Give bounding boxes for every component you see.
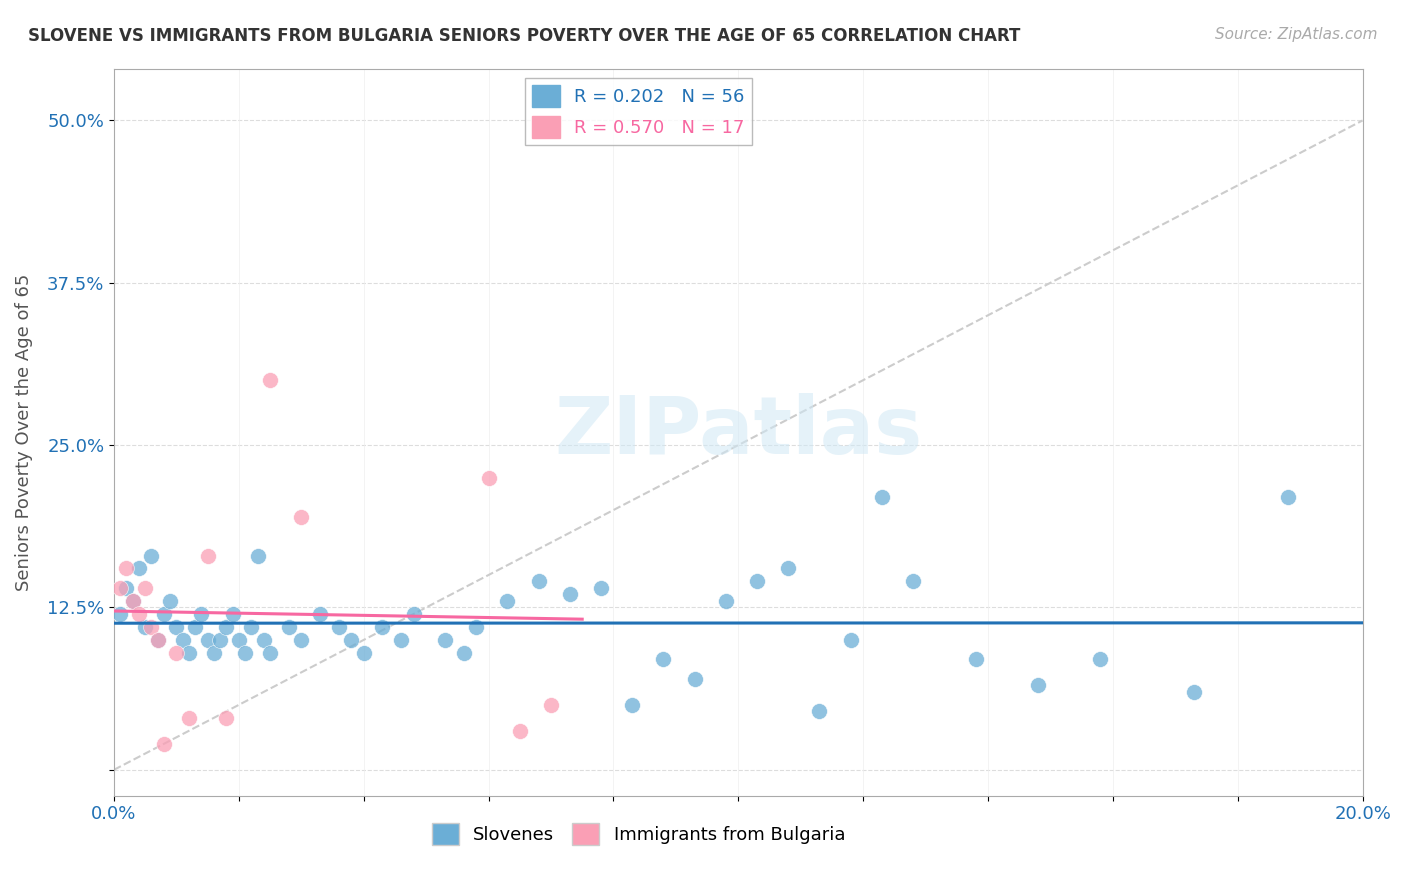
Point: [177, 646, 200, 660]
Point: [540, 698, 562, 712]
Y-axis label: Seniors Poverty Over the Age of 65: Seniors Poverty Over the Age of 65: [15, 274, 32, 591]
Point: [121, 594, 143, 608]
Point: [340, 632, 363, 647]
Text: ZIPatlas: ZIPatlas: [554, 393, 922, 471]
Point: [228, 632, 250, 647]
Point: [141, 620, 163, 634]
Point: [121, 594, 143, 608]
Point: [165, 620, 187, 634]
Point: [115, 561, 138, 575]
Point: [215, 620, 238, 634]
Point: [190, 607, 212, 621]
Point: [290, 632, 312, 647]
Point: [141, 549, 163, 563]
Point: [259, 373, 281, 387]
Point: [589, 581, 612, 595]
Point: [683, 672, 706, 686]
Text: Source: ZipAtlas.com: Source: ZipAtlas.com: [1215, 27, 1378, 42]
Point: [965, 652, 987, 666]
Point: [209, 632, 232, 647]
Point: [197, 549, 219, 563]
Point: [652, 652, 675, 666]
Point: [402, 607, 425, 621]
Point: [172, 632, 194, 647]
Point: [839, 632, 862, 647]
Point: [389, 632, 412, 647]
Point: [184, 620, 207, 634]
Point: [714, 594, 737, 608]
Point: [197, 632, 219, 647]
Point: [1026, 678, 1049, 692]
Point: [808, 704, 831, 718]
Point: [110, 607, 132, 621]
Point: [259, 646, 281, 660]
Point: [246, 549, 269, 563]
Point: [328, 620, 350, 634]
Point: [496, 594, 519, 608]
Point: [1277, 490, 1299, 504]
Point: [870, 490, 893, 504]
Point: [153, 607, 176, 621]
Point: [177, 711, 200, 725]
Point: [134, 581, 156, 595]
Point: [146, 632, 169, 647]
Point: [1182, 685, 1205, 699]
Legend: Slovenes, Immigrants from Bulgaria: Slovenes, Immigrants from Bulgaria: [425, 815, 852, 852]
Point: [309, 607, 332, 621]
Point: [527, 574, 550, 589]
Point: [240, 620, 263, 634]
Point: [115, 581, 138, 595]
Point: [233, 646, 256, 660]
Point: [453, 646, 475, 660]
Point: [153, 737, 176, 751]
Point: [146, 632, 169, 647]
Point: [433, 632, 456, 647]
Point: [134, 620, 156, 634]
Point: [778, 561, 800, 575]
Point: [159, 594, 181, 608]
Point: [253, 632, 276, 647]
Point: [509, 723, 531, 738]
Point: [353, 646, 375, 660]
Point: [277, 620, 299, 634]
Point: [901, 574, 924, 589]
Point: [165, 646, 187, 660]
Point: [128, 561, 150, 575]
Point: [202, 646, 225, 660]
Point: [371, 620, 394, 634]
Point: [465, 620, 488, 634]
Point: [621, 698, 644, 712]
Point: [1090, 652, 1112, 666]
Point: [745, 574, 768, 589]
Text: SLOVENE VS IMMIGRANTS FROM BULGARIA SENIORS POVERTY OVER THE AGE OF 65 CORRELATI: SLOVENE VS IMMIGRANTS FROM BULGARIA SENI…: [28, 27, 1021, 45]
Point: [290, 509, 312, 524]
Point: [215, 711, 238, 725]
Point: [128, 607, 150, 621]
Point: [221, 607, 243, 621]
Point: [477, 470, 499, 484]
Point: [558, 587, 581, 601]
Point: [110, 581, 132, 595]
